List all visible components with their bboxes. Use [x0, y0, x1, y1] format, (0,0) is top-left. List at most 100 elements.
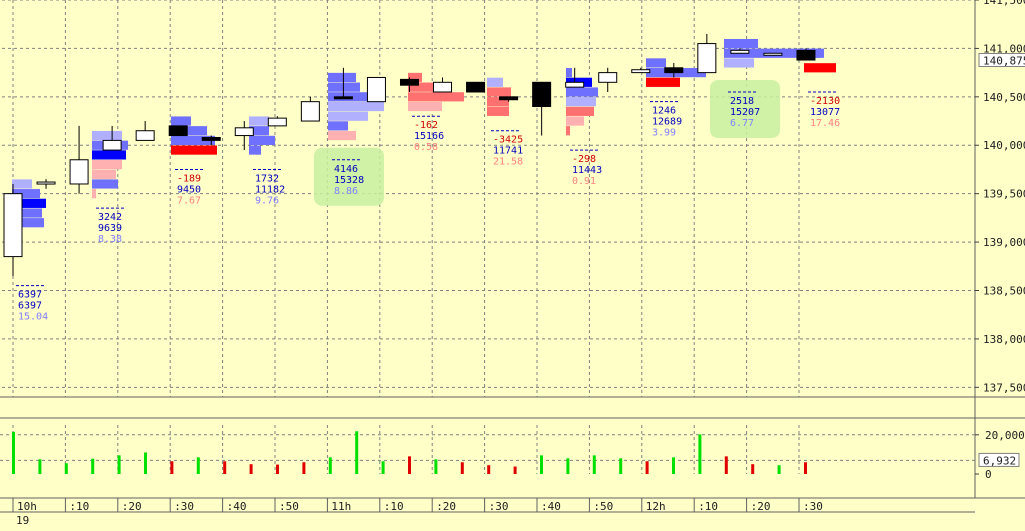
- profile-level: [487, 106, 509, 116]
- volume-bar: [540, 455, 543, 474]
- volume-bar: [381, 461, 385, 474]
- candle-body: [565, 81, 585, 88]
- profile-level: [92, 150, 126, 160]
- time-tick-label: 11h: [331, 500, 351, 513]
- time-tick-label: :30: [803, 500, 823, 513]
- annotation-delta: 6397: [18, 290, 42, 301]
- candle-body: [697, 43, 717, 74]
- volume-bar: [170, 461, 174, 474]
- volume-axis[interactable]: 20,000 06,932: [975, 429, 1025, 481]
- profile-level: [12, 179, 32, 189]
- annotation-volume: 9450: [177, 184, 201, 195]
- highlight-box: [314, 147, 384, 206]
- volume-bar: [38, 459, 42, 474]
- profile-level: [724, 38, 758, 49]
- profile-level: [487, 77, 503, 87]
- annotation-delta: -162: [414, 120, 438, 131]
- profile-level: [328, 101, 384, 112]
- time-tick-label: 10h: [17, 500, 37, 513]
- candle-body: [399, 78, 419, 86]
- candle-body: [333, 96, 353, 100]
- volume-bar: [724, 456, 728, 474]
- profile-level: [724, 58, 754, 68]
- volume-bar: [645, 461, 649, 474]
- volume-bar: [276, 464, 279, 474]
- time-axis[interactable]: 10h:10:20:30:40:50 11h:10:20:30:40:50 12h:…: [12, 498, 823, 527]
- annotation-volume: 11443: [572, 165, 602, 176]
- time-tick-label: :20: [436, 500, 456, 513]
- profile-level: [171, 135, 215, 146]
- price-tick-label: 140,500: [983, 91, 1025, 104]
- profile-level: [487, 97, 509, 107]
- candle-body: [168, 125, 188, 137]
- profile-level: [646, 77, 680, 87]
- volume-bar: [566, 458, 570, 474]
- volume-tick-label: 20,000: [985, 429, 1025, 442]
- profile-level: [566, 87, 598, 97]
- price-tick-label: 141,000: [983, 42, 1025, 55]
- price-tick-label: 139,000: [983, 236, 1025, 249]
- volume-bar: [196, 457, 200, 474]
- volume-bar: [64, 463, 68, 474]
- volume-bar: [592, 455, 596, 474]
- time-tick-label: :10: [698, 500, 718, 513]
- price-axis[interactable]: 137,500 138,000 138,500 139,000 139,500 140,0…: [975, 0, 1025, 394]
- candle-body: [433, 81, 453, 93]
- current-volume-box: [978, 452, 1020, 467]
- candle-body: [135, 130, 155, 141]
- annotation-ratio: 9.76: [255, 195, 279, 206]
- volume-bar: [249, 464, 253, 474]
- annotation-volume: 15166: [414, 131, 444, 142]
- time-tick-label: :40: [541, 500, 561, 513]
- candle-body: [664, 67, 684, 74]
- price-tick-label: 138,000: [983, 333, 1025, 346]
- profile-level: [12, 218, 44, 228]
- candle-body: [36, 181, 56, 185]
- volume-bar: [777, 465, 781, 474]
- profile-level: [566, 97, 596, 107]
- volume-bar: [513, 466, 517, 474]
- profile-level: [408, 92, 464, 102]
- candle-body: [631, 69, 651, 74]
- profile-level: [566, 116, 584, 126]
- annotation-delta: -189: [177, 173, 201, 184]
- profile-level: [92, 169, 116, 179]
- profile-level: [92, 189, 96, 199]
- volume-bar: [91, 458, 95, 474]
- annotation-delta: 4146: [334, 164, 358, 175]
- profile-level: [566, 126, 570, 136]
- price-tick-label: 138,500: [983, 284, 1025, 297]
- profile-level: [328, 121, 348, 131]
- profile-level: [408, 72, 422, 83]
- candle-body: [466, 81, 486, 93]
- candles: [3, 33, 816, 276]
- annotation-delta: -2130: [810, 96, 840, 107]
- volume-bar: [460, 462, 464, 474]
- time-tick-label: :30: [174, 500, 194, 513]
- profile-level: [92, 160, 122, 170]
- volume-bar: [434, 459, 438, 474]
- profile-level: [328, 111, 368, 121]
- profile-level: [328, 130, 356, 141]
- volume-panel: [0, 431, 975, 474]
- time-tick-label: :40: [227, 500, 247, 513]
- volume-bar: [223, 461, 227, 474]
- price-tick-label: 139,500: [983, 188, 1025, 201]
- annotation-volume: 11182: [255, 184, 285, 195]
- price-tick-label: 137,500: [983, 381, 1025, 394]
- profile-level: [92, 130, 122, 141]
- grid-lines: [0, 0, 1025, 513]
- profile-level: [328, 82, 360, 92]
- profile-level: [12, 208, 42, 218]
- time-tick-label: :10: [69, 500, 89, 513]
- annotation-ratio: 0.91: [572, 176, 596, 187]
- annotation-volume: 11741: [493, 146, 523, 157]
- profile-level: [566, 68, 572, 78]
- volume-bar: [328, 457, 332, 474]
- profile-level: [804, 63, 836, 73]
- profile-level: [249, 145, 261, 155]
- candle-body: [598, 72, 618, 83]
